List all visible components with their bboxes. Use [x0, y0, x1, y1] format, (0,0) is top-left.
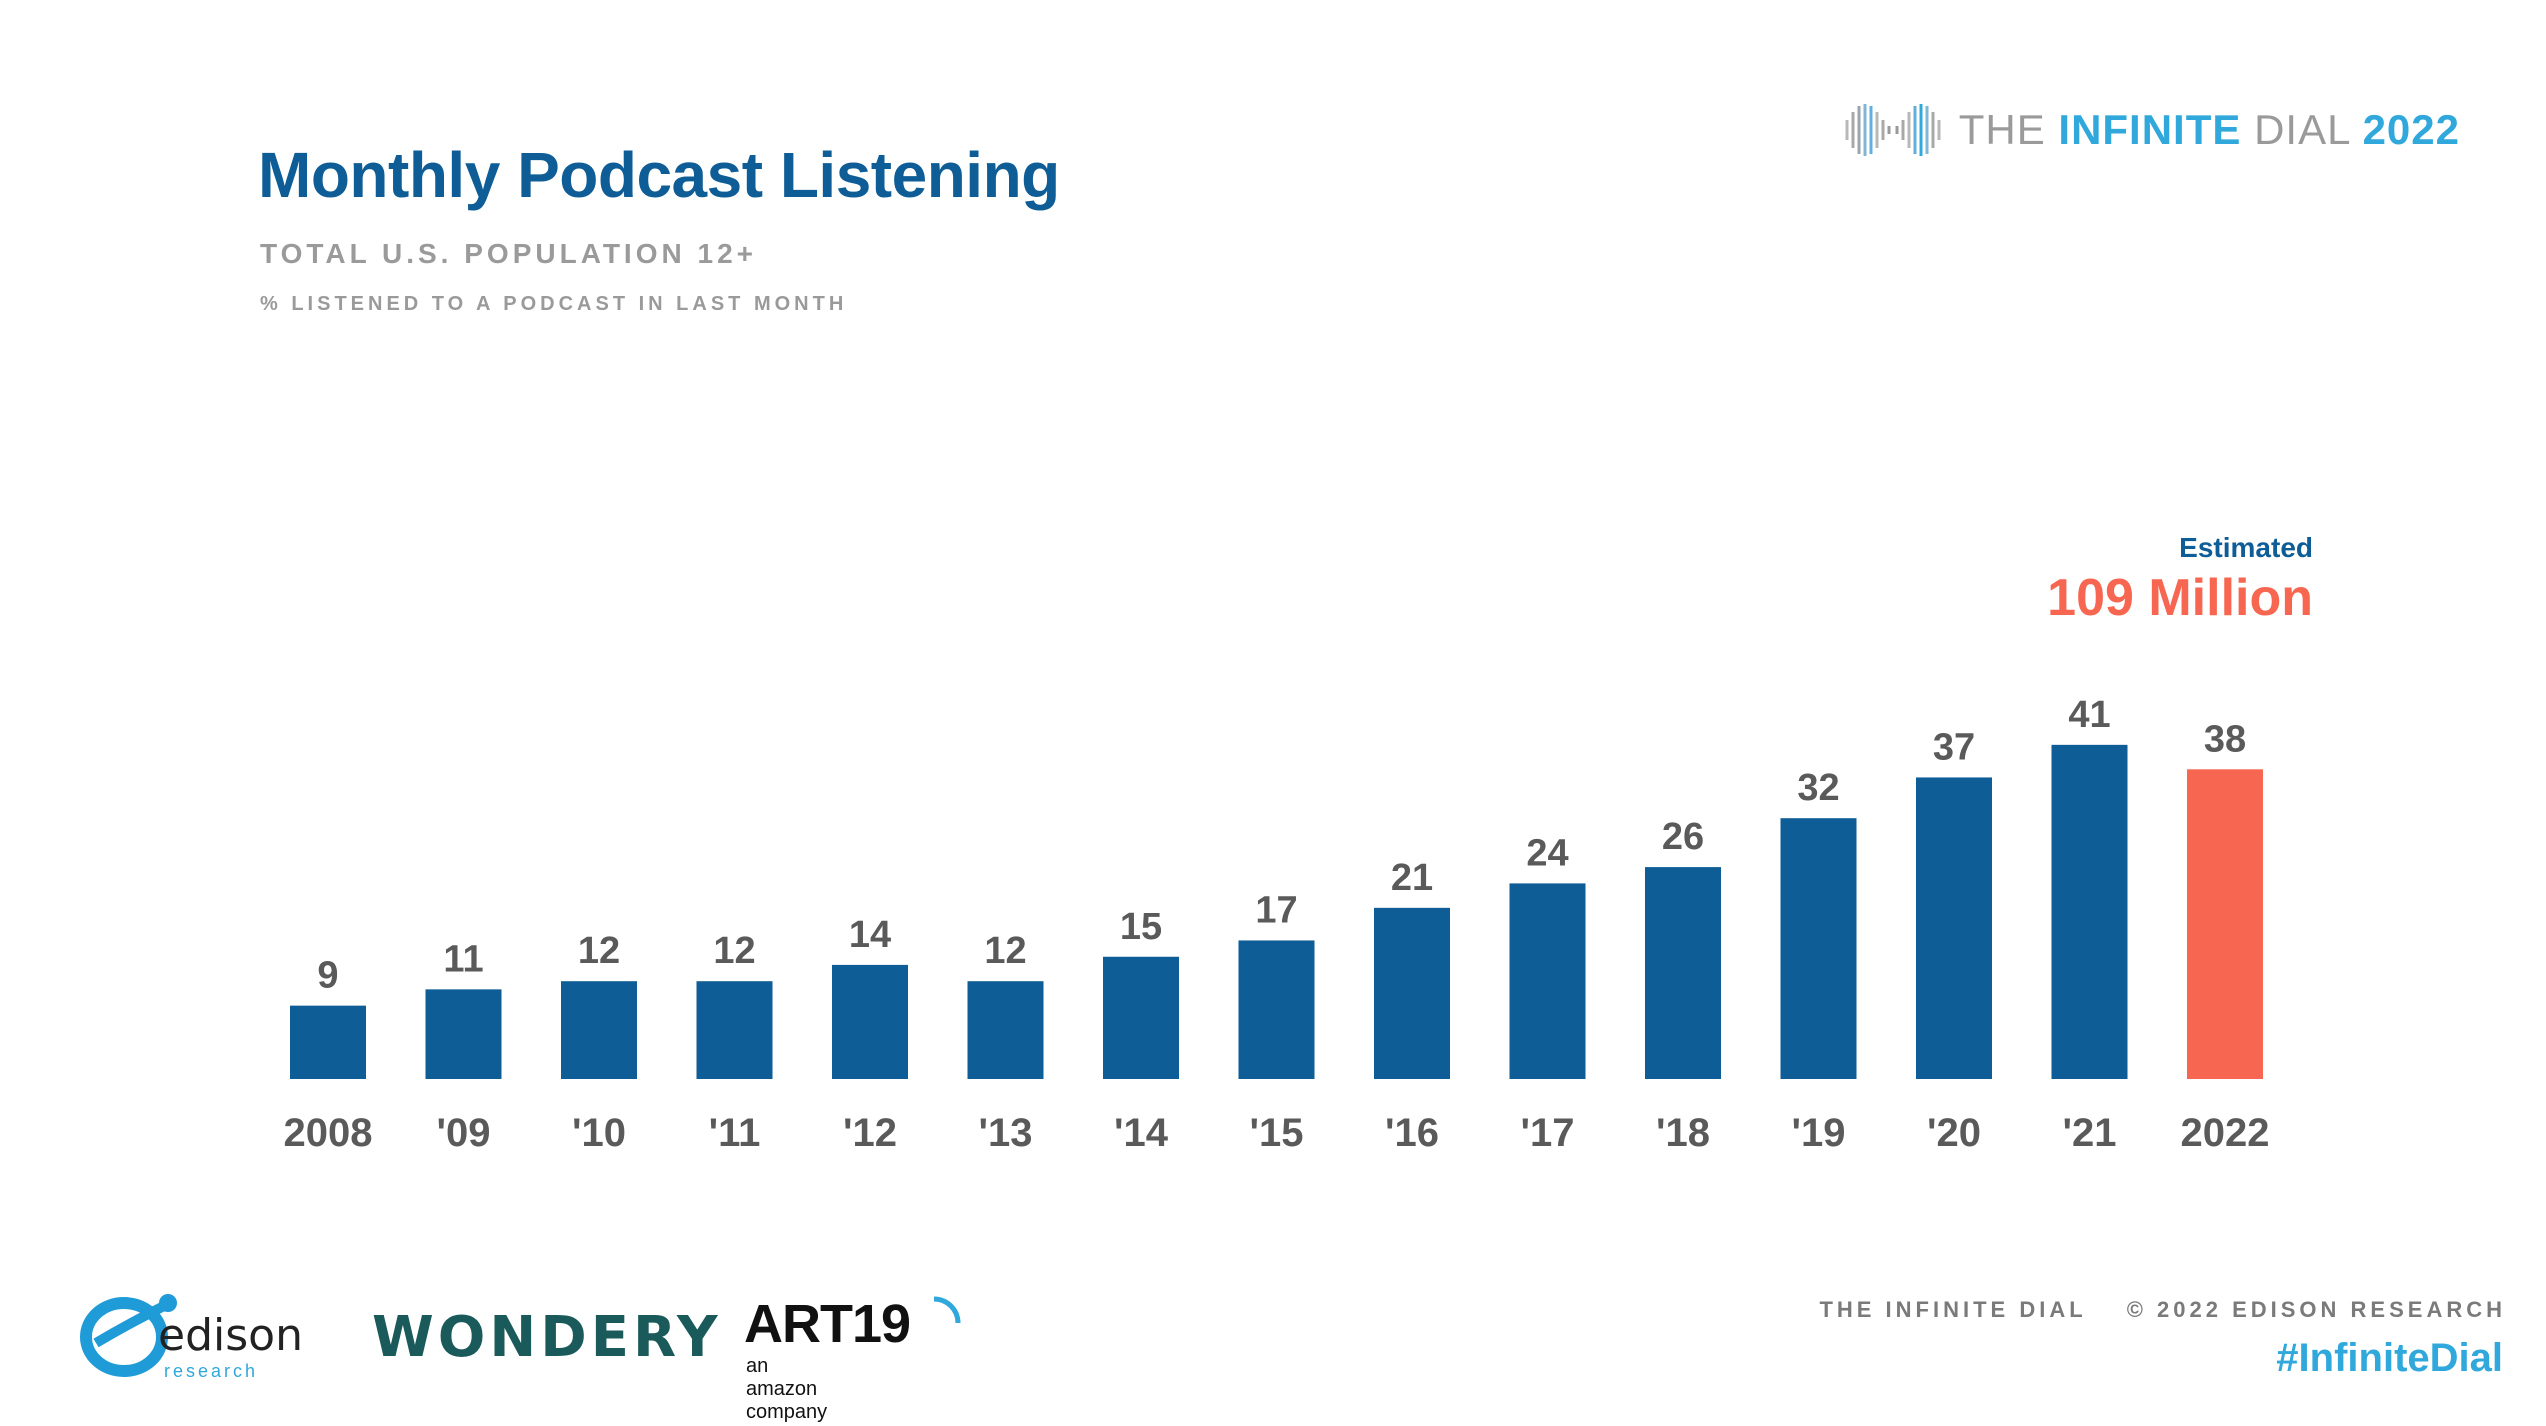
data-label-9: 24 — [1526, 832, 1568, 874]
infinity-wave-icon — [1845, 104, 1941, 156]
data-label-13: 41 — [2068, 694, 2110, 736]
wondery-logo: WONDERY — [372, 1305, 722, 1370]
data-label-5: 12 — [984, 930, 1026, 972]
category-label-14: 2022 — [2181, 1111, 2270, 1155]
category-label-8: '16 — [1385, 1111, 1439, 1155]
category-label-1: '09 — [436, 1111, 490, 1155]
data-label-12: 37 — [1933, 726, 1975, 768]
art19-tagline: an amazon company — [746, 1355, 828, 1423]
brand-the: THE — [1958, 106, 2059, 153]
category-label-4: '12 — [843, 1111, 897, 1155]
data-label-2: 12 — [578, 930, 620, 972]
brand-year: 2022 — [2362, 106, 2460, 153]
category-label-2: '10 — [572, 1111, 626, 1155]
data-label-10: 26 — [1662, 816, 1704, 858]
art19-wave-icon — [933, 1296, 961, 1324]
data-label-11: 32 — [1797, 767, 1839, 809]
hashtag: #InfiniteDial — [2276, 1336, 2503, 1380]
data-label-4: 14 — [849, 914, 891, 956]
data-label-8: 21 — [1391, 857, 1433, 899]
bar-10 — [1645, 867, 1721, 1079]
infinite-dial-brand: THE INFINITE DIAL 2022 — [1841, 100, 2460, 160]
category-label-5: '13 — [978, 1111, 1032, 1155]
bar-1 — [425, 989, 502, 1079]
category-label-10: '18 — [1656, 1111, 1710, 1155]
bar-7 — [1238, 940, 1315, 1079]
data-label-14: 38 — [2204, 718, 2246, 760]
bar-12 — [1916, 777, 1992, 1079]
page-title: Monthly Podcast Listening — [258, 139, 1060, 211]
category-label-11: '19 — [1791, 1111, 1845, 1155]
chart-measure-label: % LISTENED TO A PODCAST IN LAST MONTH — [260, 293, 848, 315]
bar-13 — [2051, 744, 2128, 1079]
bar-8 — [1374, 907, 1450, 1079]
brand-wordmark: THE INFINITE DIAL 2022 — [1959, 106, 2460, 154]
edison-wordmark: edison — [158, 1310, 303, 1361]
data-label-6: 15 — [1120, 906, 1162, 948]
brand-dial: DIAL — [2241, 106, 2363, 153]
data-label-0: 9 — [317, 955, 338, 997]
category-label-7: '15 — [1249, 1111, 1303, 1155]
category-label-0: 2008 — [284, 1111, 373, 1155]
bar-2 — [561, 981, 637, 1079]
bar-9 — [1509, 883, 1586, 1079]
edison-subword: research — [164, 1361, 259, 1381]
data-label-1: 11 — [443, 938, 483, 980]
copyright-credit: THE INFINITE DIAL © 2022 EDISON RESEARCH — [1819, 1297, 2506, 1322]
estimate-value: 109 Million — [2047, 569, 2313, 627]
bar-4 — [832, 964, 908, 1079]
category-label-13: '21 — [2062, 1111, 2116, 1155]
brand-infinite: INFINITE — [2058, 106, 2242, 153]
bar-11 — [1780, 818, 1857, 1079]
edison-swirl-icon — [80, 1294, 177, 1377]
bar-6 — [1103, 956, 1179, 1079]
edison-research-logo: edison research — [76, 1285, 316, 1385]
category-label-6: '14 — [1114, 1111, 1169, 1155]
estimate-label: Estimated — [2179, 532, 2313, 563]
data-label-3: 12 — [713, 930, 755, 972]
bar-5 — [967, 981, 1044, 1079]
category-label-9: '17 — [1520, 1111, 1574, 1155]
bar-0 — [290, 1005, 366, 1079]
bar-14 — [2187, 769, 2263, 1079]
category-label-3: '11 — [709, 1111, 761, 1155]
chart-subtitle: TOTAL U.S. POPULATION 12+ — [260, 238, 757, 269]
data-label-7: 17 — [1255, 889, 1297, 931]
bar-3 — [696, 981, 773, 1079]
art19-logo: ART19 — [744, 1294, 911, 1354]
category-label-12: '20 — [1927, 1111, 1981, 1155]
